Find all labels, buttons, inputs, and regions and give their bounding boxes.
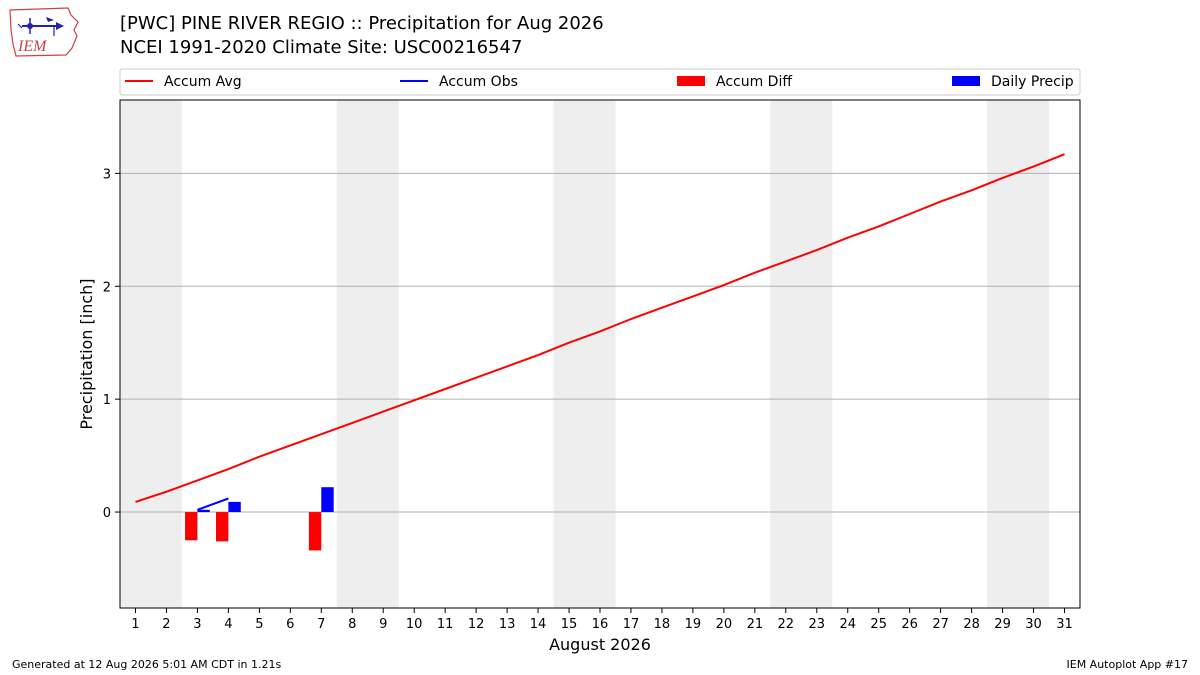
accum-diff-bar [216, 512, 229, 542]
accum-diff-bar [308, 512, 322, 551]
legend-label: Accum Diff [716, 74, 792, 90]
legend-entry-accum-diff: Accum Diff [677, 74, 792, 90]
x-tick-label: 14 [530, 617, 547, 632]
legend [119, 68, 1081, 96]
legend-label: Daily Precip [991, 74, 1074, 90]
legend-label: Accum Avg [164, 74, 242, 90]
x-tick-label: 11 [437, 617, 454, 632]
x-tick-label: 20 [716, 617, 733, 632]
x-tick-label: 24 [839, 617, 856, 632]
y-tick-label: 2 [103, 280, 111, 295]
x-tick-label: 26 [901, 617, 918, 632]
x-tick-label: 3 [193, 617, 201, 632]
weekend-shade-3 [553, 100, 616, 608]
legend-entry-accum-obs: Accum Obs [400, 74, 518, 90]
x-tick-label: 25 [870, 617, 887, 632]
y-tick-label: 1 [103, 393, 111, 408]
iem-logo: IEM [8, 6, 80, 58]
x-tick-label: 1 [131, 617, 139, 632]
x-tick-label: 28 [963, 617, 980, 632]
app-label: IEM Autoplot App #17 [1066, 658, 1189, 671]
x-axis-label: August 2026 [549, 635, 651, 654]
daily-precip-bar [228, 501, 241, 513]
y-tick-label: 0 [103, 506, 111, 521]
x-tick-label: 21 [747, 617, 764, 632]
legend-swatch [952, 76, 980, 86]
accum-diff-bar [185, 512, 198, 541]
generated-timestamp: Generated at 12 Aug 2026 5:01 AM CDT in … [12, 658, 282, 671]
chart-subtitle: NCEI 1991-2020 Climate Site: USC00216547 [120, 37, 523, 58]
legend-entry-daily-precip: Daily Precip [952, 74, 1074, 90]
weekend-shade-5 [987, 100, 1050, 608]
logo-text: IEM [17, 38, 48, 55]
accum-obs-line [197, 497, 229, 511]
x-tick-label: 12 [468, 617, 485, 632]
legend-entry-accum-avg: Accum Avg [125, 74, 242, 90]
accum-avg-line [135, 153, 1065, 503]
x-tick-label: 5 [255, 617, 263, 632]
x-tick-label: 7 [317, 617, 325, 632]
x-tick-label: 10 [406, 617, 423, 632]
y-tick-label: 3 [103, 167, 111, 182]
x-tick-label: 6 [286, 617, 294, 632]
x-tick-label: 4 [224, 617, 232, 632]
x-tick-label: 16 [592, 617, 609, 632]
weekend-shade-2 [336, 100, 399, 608]
chart-title: [PWC] PINE RIVER REGIO :: Precipitation … [120, 13, 604, 34]
weekend-shade-4 [770, 100, 833, 608]
x-tick-label: 31 [1056, 617, 1073, 632]
daily-precip-bar [321, 487, 334, 513]
legend-swatch [677, 76, 705, 86]
x-tick-label: 18 [654, 617, 671, 632]
x-tick-label: 13 [499, 617, 516, 632]
x-tick-label: 22 [778, 617, 795, 632]
x-tick-label: 9 [379, 617, 387, 632]
daily-precip-bar [197, 509, 210, 513]
x-tick-label: 2 [162, 617, 170, 632]
x-tick-label: 30 [1025, 617, 1042, 632]
x-tick-label: 19 [685, 617, 702, 632]
x-tick-label: 23 [809, 617, 826, 632]
legend-label: Accum Obs [439, 74, 518, 90]
weekend-shade-1 [120, 100, 182, 608]
y-axis-label: Precipitation [inch] [77, 278, 96, 429]
iowa-map-icon: IEM [9, 7, 79, 57]
x-tick-label: 17 [623, 617, 640, 632]
x-tick-label: 15 [561, 617, 578, 632]
x-tick-label: 29 [994, 617, 1011, 632]
x-tick-label: 8 [348, 617, 356, 632]
x-tick-label: 27 [932, 617, 949, 632]
